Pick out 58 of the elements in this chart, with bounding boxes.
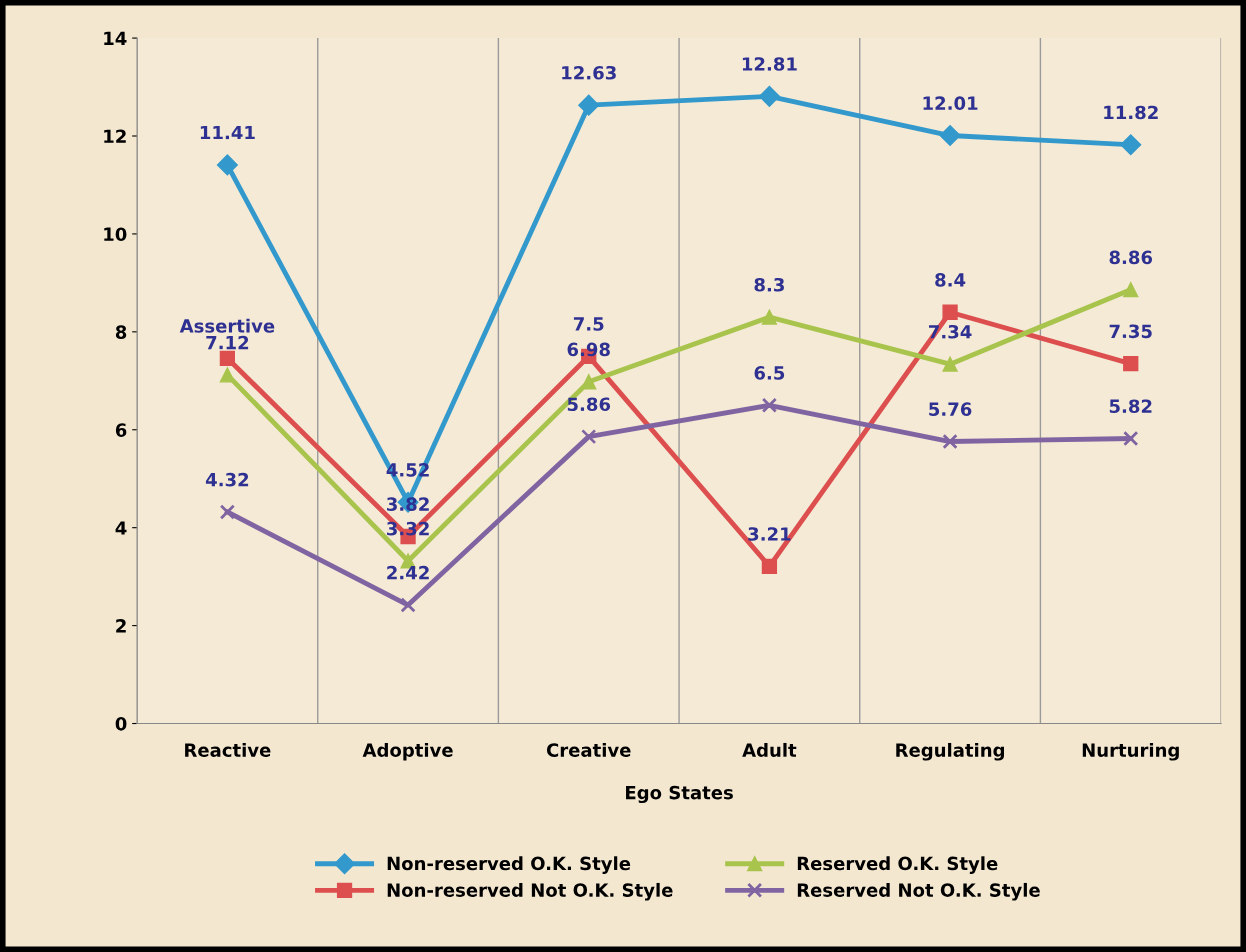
point	[1120, 134, 1142, 156]
data-label: 2.42	[387, 565, 429, 580]
data-label: 5.86	[567, 397, 611, 412]
data-label: 12.63	[562, 65, 616, 80]
legend-label: Reserved O.K. Style	[797, 856, 998, 874]
point	[942, 304, 958, 320]
y-tick-label: 2	[116, 619, 126, 633]
x-tick-label: Nurturing	[1082, 742, 1179, 761]
point	[1123, 282, 1139, 298]
data-label: 11.82	[1104, 105, 1158, 120]
data-label: 7.12	[206, 335, 249, 350]
y-tick-label: 12	[104, 129, 126, 143]
point	[581, 428, 597, 445]
data-label: 6.98	[567, 342, 610, 357]
point	[578, 94, 600, 116]
y-tick-label: 14	[104, 31, 127, 45]
point	[942, 433, 958, 450]
legend-label: Non-reserved Not O.K. Style	[387, 882, 673, 901]
legend-label: Non-reserved O.K. Style	[387, 856, 631, 874]
point	[758, 85, 780, 107]
point	[216, 154, 238, 176]
point	[761, 558, 778, 574]
point	[1123, 356, 1139, 372]
point	[939, 124, 961, 147]
y-tick-label: 6	[115, 423, 127, 437]
point	[761, 397, 778, 413]
point	[219, 504, 236, 520]
data-label: 6.5	[754, 366, 785, 380]
point	[219, 350, 236, 366]
data-label: 3.21	[748, 527, 791, 541]
y-tick-label: 10	[104, 227, 127, 242]
point	[1123, 430, 1139, 447]
data-label: Assertive	[179, 318, 275, 333]
data-label: 5.76	[929, 402, 972, 416]
x-tick-label: Adult	[742, 742, 797, 757]
data-label: 8.3	[754, 277, 784, 292]
x-tick-label: Regulating	[896, 742, 1005, 761]
data-label: 5.82	[1109, 399, 1152, 414]
y-tick-label: 0	[115, 716, 127, 731]
legend-label: Reserved Not O.K. Style	[797, 882, 1040, 901]
y-tick-label: 8	[115, 325, 127, 339]
point	[400, 597, 416, 613]
y-tick-label: 4	[115, 521, 127, 535]
x-tick-label: Reactive	[185, 742, 271, 757]
x-tick-label: Creative	[546, 742, 631, 757]
x-tick-label: Adoptive	[362, 742, 453, 761]
data-label: 4.32	[205, 472, 249, 487]
point	[942, 356, 958, 372]
data-label: 11.41	[200, 125, 255, 140]
x-axis-title: Ego States	[626, 785, 733, 804]
data-label: 7.5	[573, 317, 604, 331]
data-label: 7.35	[1109, 324, 1152, 339]
data-label: 8.86	[1109, 250, 1153, 265]
point	[581, 374, 597, 390]
data-label: 8.4	[935, 273, 966, 287]
data-label: 12.81	[742, 57, 797, 71]
point	[761, 309, 778, 325]
data-label: 12.01	[923, 96, 978, 110]
